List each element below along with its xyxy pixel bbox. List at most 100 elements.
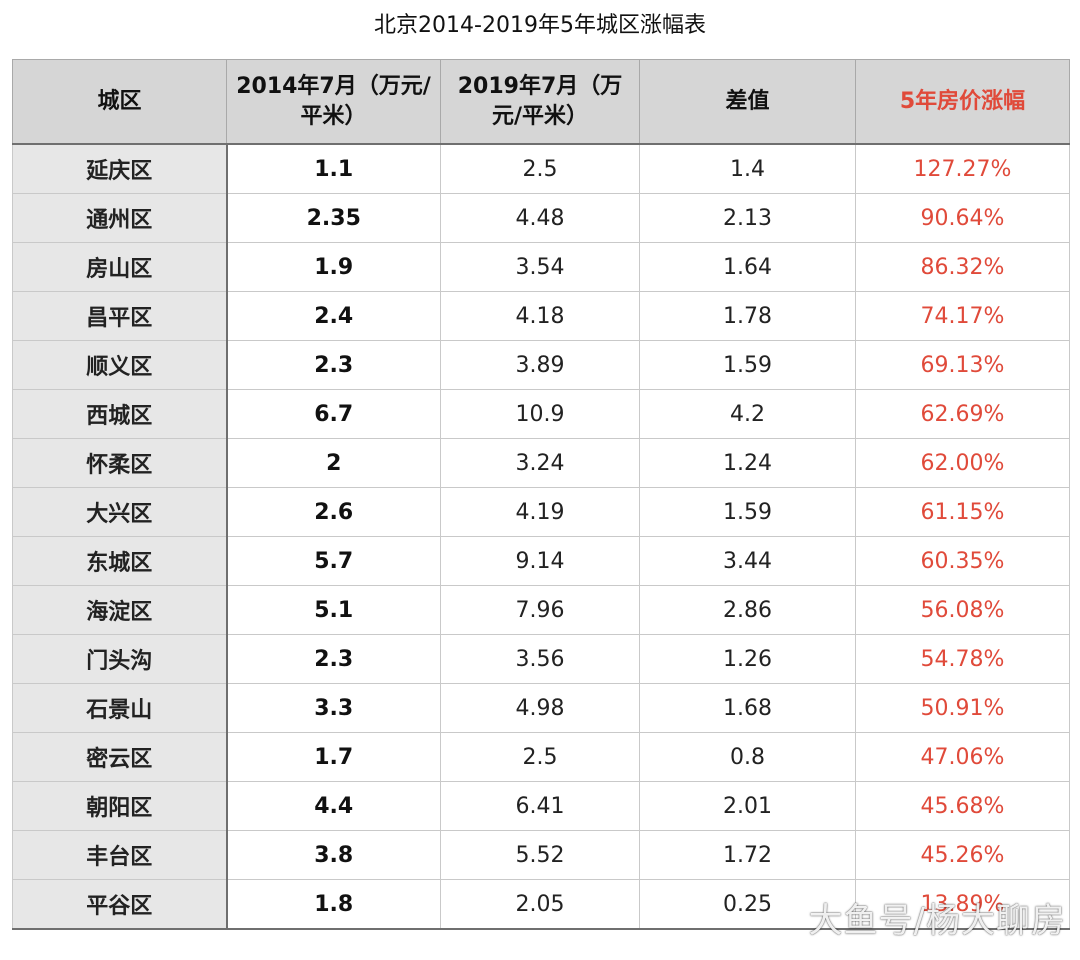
difference-cell: 1.24 [639,438,856,488]
price-2014-cell: 2.3 [226,634,441,684]
difference-cell: 4.2 [639,389,856,439]
price-2014-cell: 2.35 [226,193,441,243]
growth-rate-cell: 56.08% [855,585,1070,635]
price-2014-cell: 4.4 [226,781,441,831]
price-2019-cell: 2.05 [440,879,640,930]
growth-rate-cell: 13.89% [855,879,1070,930]
table-row: 房山区 1.9 3.54 1.64 86.32% [12,242,1070,292]
price-2014-cell: 1.7 [226,732,441,782]
growth-rate-cell: 61.15% [855,487,1070,537]
table-row: 东城区 5.7 9.14 3.44 60.35% [12,536,1070,586]
difference-cell: 3.44 [639,536,856,586]
table-row: 延庆区 1.1 2.5 1.4 127.27% [12,143,1070,194]
table-row: 怀柔区 2 3.24 1.24 62.00% [12,438,1070,488]
price-2014-cell: 1.8 [226,879,441,930]
price-2014-cell: 1.1 [226,143,441,194]
district-cell: 海淀区 [12,585,228,635]
difference-cell: 1.59 [639,487,856,537]
price-2014-cell: 5.1 [226,585,441,635]
district-cell: 通州区 [12,193,228,243]
district-cell: 门头沟 [12,634,228,684]
price-2014-cell: 2.4 [226,291,441,341]
price-2019-cell: 9.14 [440,536,640,586]
price-2019-cell: 2.5 [440,732,640,782]
difference-cell: 1.68 [639,683,856,733]
table-header-row: 城区 2014年7月（万元/平米） 2019年7月（万元/平米） 差值 5年房价… [12,59,1070,145]
district-cell: 房山区 [12,242,228,292]
price-2014-cell: 2.3 [226,340,441,390]
difference-cell: 1.4 [639,143,856,194]
growth-rate-cell: 86.32% [855,242,1070,292]
growth-rate-cell: 62.69% [855,389,1070,439]
difference-cell: 2.86 [639,585,856,635]
growth-rate-cell: 47.06% [855,732,1070,782]
district-cell: 平谷区 [12,879,228,930]
price-2019-cell: 5.52 [440,830,640,880]
difference-cell: 1.26 [639,634,856,684]
price-2019-cell: 3.56 [440,634,640,684]
growth-rate-cell: 90.64% [855,193,1070,243]
price-2019-cell: 4.18 [440,291,640,341]
table-row: 大兴区 2.6 4.19 1.59 61.15% [12,487,1070,537]
district-cell: 西城区 [12,389,228,439]
district-cell: 密云区 [12,732,228,782]
header-price-2014: 2014年7月（万元/平米） [226,59,441,145]
growth-rate-cell: 45.68% [855,781,1070,831]
header-district: 城区 [12,59,227,145]
district-cell: 大兴区 [12,487,228,537]
district-cell: 怀柔区 [12,438,228,488]
table-row: 昌平区 2.4 4.18 1.78 74.17% [12,291,1070,341]
difference-cell: 1.78 [639,291,856,341]
district-cell: 东城区 [12,536,228,586]
price-2019-cell: 3.54 [440,242,640,292]
table-row: 顺义区 2.3 3.89 1.59 69.13% [12,340,1070,390]
growth-rate-cell: 45.26% [855,830,1070,880]
price-2019-cell: 10.9 [440,389,640,439]
district-cell: 延庆区 [12,143,228,194]
header-difference: 差值 [639,59,856,145]
difference-cell: 2.01 [639,781,856,831]
growth-rate-cell: 69.13% [855,340,1070,390]
table-row: 海淀区 5.1 7.96 2.86 56.08% [12,585,1070,635]
price-2014-cell: 6.7 [226,389,441,439]
price-2014-cell: 2.6 [226,487,441,537]
price-2019-cell: 6.41 [440,781,640,831]
price-2019-cell: 3.24 [440,438,640,488]
difference-cell: 2.13 [639,193,856,243]
price-2019-cell: 7.96 [440,585,640,635]
difference-cell: 1.64 [639,242,856,292]
growth-rate-cell: 54.78% [855,634,1070,684]
difference-cell: 1.72 [639,830,856,880]
price-2014-cell: 3.8 [226,830,441,880]
table-row: 石景山 3.3 4.98 1.68 50.91% [12,683,1070,733]
table-row: 西城区 6.7 10.9 4.2 62.69% [12,389,1070,439]
price-2014-cell: 3.3 [226,683,441,733]
difference-cell: 0.8 [639,732,856,782]
price-growth-table: 城区 2014年7月（万元/平米） 2019年7月（万元/平米） 差值 5年房价… [12,59,1070,930]
price-2019-cell: 4.98 [440,683,640,733]
header-growth-rate: 5年房价涨幅 [855,59,1070,145]
district-cell: 朝阳区 [12,781,228,831]
district-cell: 昌平区 [12,291,228,341]
district-cell: 石景山 [12,683,228,733]
price-2014-cell: 1.9 [226,242,441,292]
table-row: 门头沟 2.3 3.56 1.26 54.78% [12,634,1070,684]
table-row: 密云区 1.7 2.5 0.8 47.06% [12,732,1070,782]
price-2014-cell: 5.7 [226,536,441,586]
price-2014-cell: 2 [226,438,441,488]
header-price-2019: 2019年7月（万元/平米） [440,59,640,145]
table-row: 通州区 2.35 4.48 2.13 90.64% [12,193,1070,243]
page-title: 北京2014-2019年5年城区涨幅表 [374,13,706,38]
growth-rate-cell: 127.27% [855,143,1070,194]
price-2019-cell: 4.48 [440,193,640,243]
price-2019-cell: 2.5 [440,143,640,194]
growth-rate-cell: 60.35% [855,536,1070,586]
growth-rate-cell: 74.17% [855,291,1070,341]
table-row: 朝阳区 4.4 6.41 2.01 45.68% [12,781,1070,831]
growth-rate-cell: 50.91% [855,683,1070,733]
growth-rate-cell: 62.00% [855,438,1070,488]
district-cell: 顺义区 [12,340,228,390]
district-cell: 丰台区 [12,830,228,880]
difference-cell: 0.25 [639,879,856,930]
difference-cell: 1.59 [639,340,856,390]
